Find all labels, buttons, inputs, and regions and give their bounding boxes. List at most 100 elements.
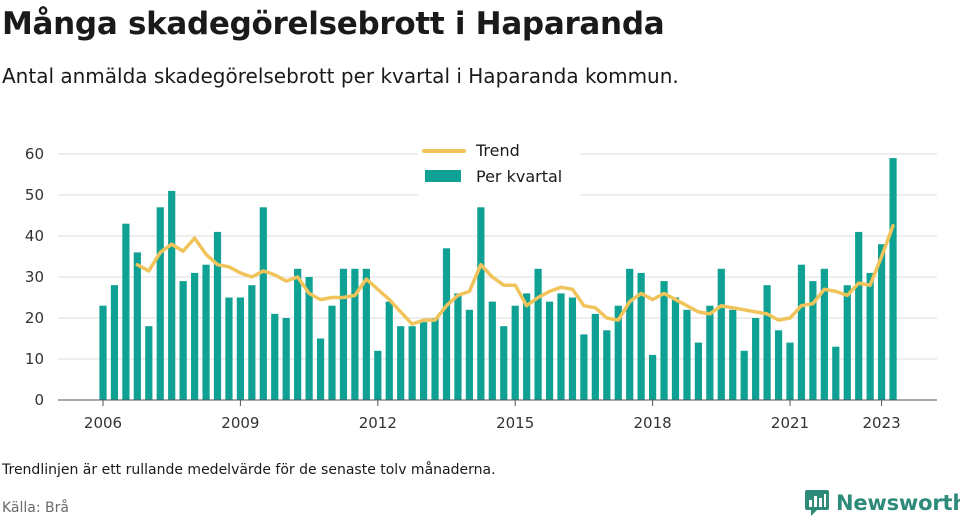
bar-chart: 0 10 20 30 40 50 60 2006 2009 2012 2015 2018 2021 202… [24,138,937,432]
bar [122,223,130,400]
x-tick-label: 2023 [863,414,901,432]
legend-label-trend: Trend [475,141,520,160]
bar [259,207,267,400]
legend: Trend Per kvartal [418,138,580,196]
y-tick-label: 10 [25,350,44,368]
bar [832,346,840,400]
bar [465,309,473,400]
y-tick-label: 50 [25,186,44,204]
bar [328,305,336,400]
bar [706,305,714,400]
bar [145,326,153,400]
bar [110,285,119,400]
footnote: Trendlinjen är ett rullande medelvärde f… [2,462,496,478]
bar [454,293,462,400]
bar [397,326,405,400]
bar [99,305,107,400]
bar-series [99,158,897,400]
bar [740,350,748,400]
y-tick-label: 0 [34,391,44,409]
bar [683,309,691,400]
bar [637,272,645,400]
axes: 0 10 20 30 40 50 60 2006 2009 2012 2015 2018 2021 202… [25,145,937,432]
x-tick-label: 2009 [221,414,259,432]
bar [820,268,828,400]
bar [248,285,256,400]
bar [660,281,668,400]
bar [488,301,496,400]
bar [191,272,199,400]
bar [797,264,806,400]
bar [179,281,187,400]
bar [878,244,886,400]
bar [591,313,599,400]
bar [752,318,760,400]
bar [213,231,222,400]
y-tick-label: 60 [25,145,44,163]
bar [420,322,428,400]
page-subtitle: Antal anmälda skadegörelsebrott per kvar… [2,64,679,88]
x-tick-label: 2021 [771,414,809,432]
bar [511,305,519,400]
bar [133,252,141,400]
bar [866,272,874,400]
bar [271,313,279,400]
bar [282,318,290,400]
bar [225,297,233,400]
bar [156,207,164,400]
bar [339,268,348,400]
bar [774,330,783,400]
page-title: Många skadegörelsebrott i Haparanda [2,6,665,42]
bar [523,293,531,400]
x-tick-label: 2015 [496,414,534,432]
bar [316,338,325,400]
x-tick-label: 2018 [634,414,672,432]
bar [671,297,680,400]
bar [305,277,313,400]
bar [694,342,702,400]
bar [362,268,370,400]
bar [374,350,382,400]
bar [557,293,565,400]
legend-label-per-kvartal: Per kvartal [476,167,562,186]
bar [729,309,737,400]
bar [614,305,622,400]
brand-logo: Newsworthy [804,488,960,518]
y-tick-label: 40 [25,227,44,245]
bar [603,330,611,400]
bar [843,285,851,400]
bar [534,268,542,400]
bar [442,248,451,400]
bar [763,285,771,400]
bar [500,326,508,400]
bar-chart-speech-bubble-icon [805,490,829,516]
y-tick-label: 20 [25,309,44,327]
bar [626,268,634,400]
bar [786,342,794,400]
bar [351,268,359,400]
x-tick-label: 2012 [359,414,397,432]
bar [855,231,863,400]
bar [236,297,244,400]
bar [408,326,416,400]
trend-series [135,224,895,326]
bar [568,297,577,400]
bar [717,268,725,400]
legend-background [418,138,580,196]
bar [580,334,588,400]
bar [294,268,302,400]
legend-bar-swatch [425,170,461,182]
y-tick-label: 30 [25,268,44,286]
source-label: Källa: Brå [2,500,69,516]
bar [809,281,817,400]
bar [649,354,657,400]
bar [889,158,897,400]
bar [168,190,176,400]
bar [385,301,393,400]
bar [545,301,554,400]
bar [202,264,210,400]
x-tick-label: 2006 [84,414,122,432]
trend-line [135,224,895,326]
brand-name: Newsworthy [836,491,960,515]
bar [431,318,439,400]
